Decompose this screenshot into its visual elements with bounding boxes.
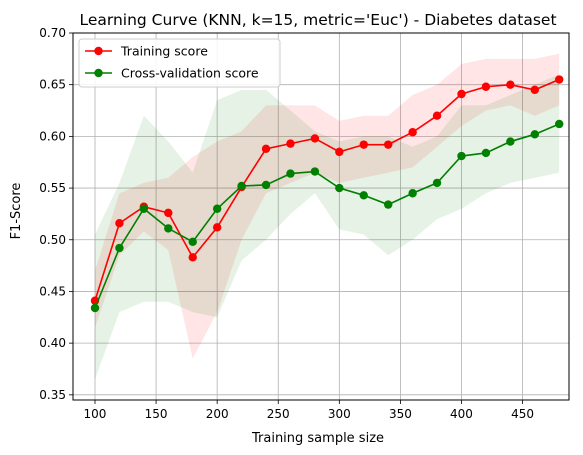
point-series-0 bbox=[359, 140, 368, 149]
point-series-1 bbox=[90, 303, 100, 313]
point-series-1 bbox=[188, 237, 197, 247]
band-series-1 bbox=[94, 74, 560, 380]
point-series-1 bbox=[212, 204, 222, 213]
x-tick-label: 150 bbox=[145, 407, 168, 421]
point-series-0 bbox=[530, 85, 539, 95]
legend-swatch-marker bbox=[94, 46, 103, 56]
point-series-0 bbox=[310, 134, 320, 143]
legend-entry-label: Training score bbox=[120, 44, 208, 59]
line-series-0 bbox=[94, 78, 560, 301]
data-series bbox=[90, 75, 564, 313]
legend-box bbox=[78, 38, 281, 88]
point-series-1 bbox=[555, 119, 564, 129]
point-series-1 bbox=[383, 200, 393, 209]
point-series-1 bbox=[261, 180, 271, 190]
x-axis-ticks: 100 150 200 250 300 350 400 450 bbox=[84, 400, 534, 421]
x-tick-label: 200 bbox=[206, 407, 229, 421]
plot-frame bbox=[72, 32, 570, 401]
x-tick-label: 100 bbox=[84, 407, 107, 421]
x-tick-label: 350 bbox=[389, 407, 412, 421]
point-series-1 bbox=[310, 167, 320, 176]
point-series-0 bbox=[286, 139, 295, 148]
point-series-1 bbox=[408, 189, 417, 198]
point-series-1 bbox=[359, 191, 368, 200]
y-tick-label: 0.40 bbox=[39, 336, 66, 350]
y-tick-label: 0.55 bbox=[39, 181, 66, 195]
y-tick-label: 0.45 bbox=[39, 284, 66, 298]
y-tick-label: 0.70 bbox=[39, 26, 66, 40]
x-tick-label: 250 bbox=[267, 407, 290, 421]
point-series-0 bbox=[408, 128, 417, 137]
x-tick-label: 400 bbox=[450, 407, 473, 421]
point-series-1 bbox=[481, 148, 491, 158]
point-series-1 bbox=[506, 137, 515, 146]
point-series-0 bbox=[335, 147, 344, 157]
y-axis-ticks: 0.35 0.40 0.45 0.50 0.55 0.60 0.65 0.70 bbox=[39, 26, 73, 402]
point-series-1 bbox=[139, 204, 149, 213]
grid-lines bbox=[73, 32, 569, 400]
y-tick-label: 0.35 bbox=[39, 388, 66, 402]
point-series-0 bbox=[212, 223, 222, 232]
point-series-0 bbox=[164, 208, 173, 218]
x-axis-label: Training sample size bbox=[251, 431, 384, 446]
point-series-1 bbox=[286, 169, 295, 178]
x-tick-label: 450 bbox=[511, 407, 534, 421]
point-series-0 bbox=[383, 140, 393, 149]
y-tick-label: 0.65 bbox=[39, 78, 66, 92]
y-tick-label: 0.60 bbox=[39, 129, 66, 143]
legend-entry-label: Cross-validation score bbox=[121, 66, 259, 81]
confidence-bands bbox=[94, 53, 560, 380]
band-series-0 bbox=[94, 53, 560, 359]
point-series-0 bbox=[188, 253, 197, 262]
point-series-1 bbox=[237, 181, 246, 191]
legend-swatch-marker bbox=[94, 68, 103, 78]
point-series-1 bbox=[530, 130, 539, 139]
chart-title: Learning Curve (KNN, k=15, metric='Euc')… bbox=[79, 11, 556, 29]
point-series-0 bbox=[261, 144, 271, 153]
point-series-0 bbox=[481, 82, 491, 91]
x-tick-label: 300 bbox=[328, 407, 351, 421]
point-series-1 bbox=[164, 224, 173, 233]
point-series-0 bbox=[555, 75, 564, 84]
point-series-1 bbox=[335, 183, 344, 193]
y-axis-label: F1-Score bbox=[9, 183, 24, 240]
point-series-0 bbox=[506, 80, 515, 89]
legend: Training score Cross-validation score bbox=[78, 38, 281, 88]
y-tick-label: 0.50 bbox=[39, 233, 66, 247]
point-series-0 bbox=[432, 111, 442, 120]
point-series-0 bbox=[115, 219, 124, 228]
point-series-1 bbox=[432, 178, 442, 188]
point-series-0 bbox=[457, 89, 466, 99]
point-series-1 bbox=[115, 243, 124, 253]
point-series-1 bbox=[457, 151, 466, 161]
